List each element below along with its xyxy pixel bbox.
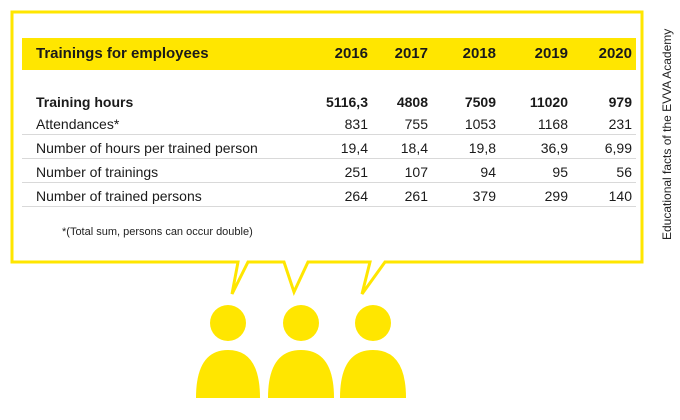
table-header: Trainings for employees 2016 2017 2018 2… [22, 38, 636, 70]
row-label: Training hours [36, 94, 134, 110]
table-cell: 979 [608, 94, 632, 110]
table-cell: 299 [544, 188, 568, 204]
footnote: *(Total sum, persons can occur double) [62, 226, 253, 238]
table-cell: 831 [344, 116, 368, 132]
table-cell: 261 [404, 188, 428, 204]
row-label: Attendances* [36, 116, 120, 132]
side-caption: Educational facts of the EVVA Academy [660, 28, 674, 240]
table-cell: 264 [344, 188, 368, 204]
year-header: 2017 [394, 45, 428, 62]
table-cell: 251 [344, 164, 368, 180]
person-icon-left [196, 305, 260, 398]
row-label: Number of trainings [36, 164, 159, 180]
year-header: 2020 [598, 45, 632, 62]
table-cell: 1168 [537, 116, 568, 132]
table-cell: 11020 [529, 94, 568, 110]
row-label: Number of hours per trained person [36, 140, 258, 156]
table-row-hours-per-person: Number of hours per trained person 19,4 … [22, 138, 636, 159]
table-cell: 107 [404, 164, 428, 180]
table-cell: 19,8 [468, 140, 496, 156]
table-cell: 379 [472, 188, 496, 204]
person-icon-center [268, 305, 334, 398]
table-row-training-hours: Training hours 5116,3 4808 7509 11020 97… [22, 92, 636, 112]
year-header: 2016 [334, 45, 368, 62]
year-header: 2018 [462, 45, 496, 62]
table-cell: 6,99 [604, 140, 632, 156]
table-cell: 4808 [396, 94, 428, 110]
table-row-number-of-trainings: Number of trainings 251 107 94 95 56 [22, 162, 636, 183]
table-cell: 755 [404, 116, 428, 132]
person-icon-right [340, 305, 406, 398]
table-row-trained-persons: Number of trained persons 264 261 379 29… [22, 186, 636, 207]
table-cell: 7509 [464, 94, 496, 110]
table-cell: 36,9 [540, 140, 568, 156]
table-cell: 5116,3 [325, 94, 368, 110]
table-title: Trainings for employees [36, 45, 209, 62]
table-cell: 140 [608, 188, 632, 204]
table-cell: 95 [552, 164, 568, 180]
year-header: 2019 [534, 45, 568, 62]
speech-bubble-outline [10, 10, 644, 297]
table-cell: 94 [480, 164, 496, 180]
table-cell: 231 [608, 116, 632, 132]
table-row-attendances: Attendances* 831 755 1053 1168 231 [22, 114, 636, 135]
row-label: Number of trained persons [36, 188, 202, 204]
table-cell: 1053 [464, 116, 496, 132]
table-cell: 19,4 [340, 140, 368, 156]
table-cell: 56 [616, 164, 632, 180]
table-cell: 18,4 [400, 140, 428, 156]
